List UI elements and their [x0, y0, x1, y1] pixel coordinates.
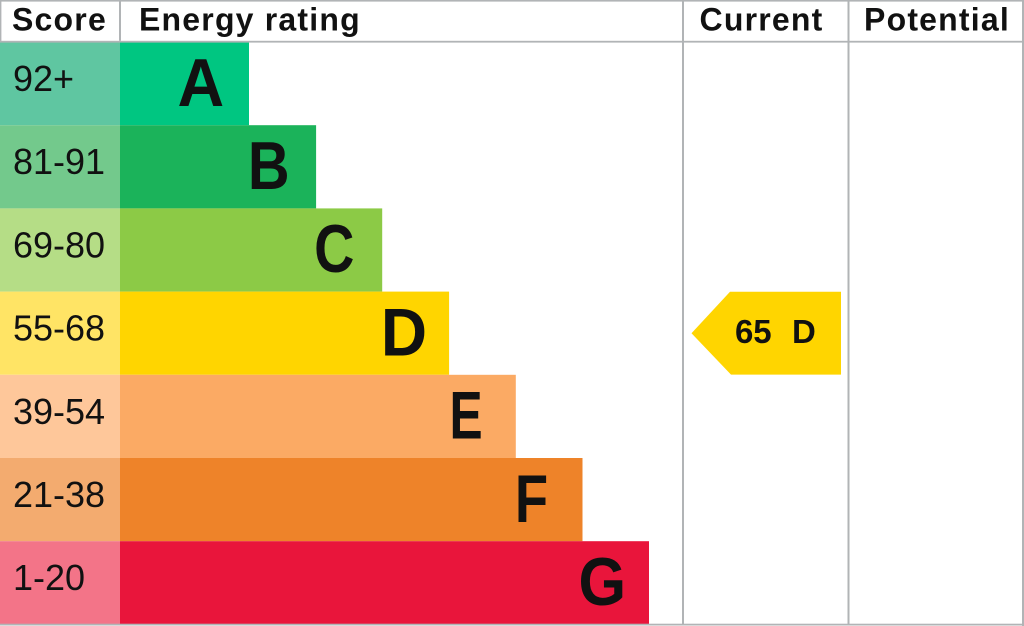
svg-text:B: B — [248, 129, 290, 204]
svg-text:C: C — [314, 212, 354, 287]
svg-text:21-38: 21-38 — [13, 474, 105, 515]
svg-text:65: 65 — [735, 313, 772, 350]
svg-text:69-80: 69-80 — [13, 224, 105, 265]
svg-text:Current: Current — [700, 2, 824, 38]
svg-text:92+: 92+ — [13, 58, 74, 99]
svg-text:A: A — [177, 45, 224, 121]
svg-text:G: G — [579, 543, 627, 620]
svg-text:D: D — [792, 313, 816, 350]
svg-text:81-91: 81-91 — [13, 141, 105, 182]
svg-text:39-54: 39-54 — [13, 391, 105, 432]
svg-text:1-20: 1-20 — [13, 557, 85, 598]
svg-text:Score: Score — [12, 2, 107, 38]
svg-text:Potential: Potential — [864, 2, 1010, 38]
svg-text:Energy rating: Energy rating — [139, 2, 361, 38]
svg-text:F: F — [515, 461, 548, 537]
svg-text:55-68: 55-68 — [13, 308, 105, 349]
svg-text:D: D — [381, 294, 427, 370]
svg-text:E: E — [449, 377, 482, 454]
